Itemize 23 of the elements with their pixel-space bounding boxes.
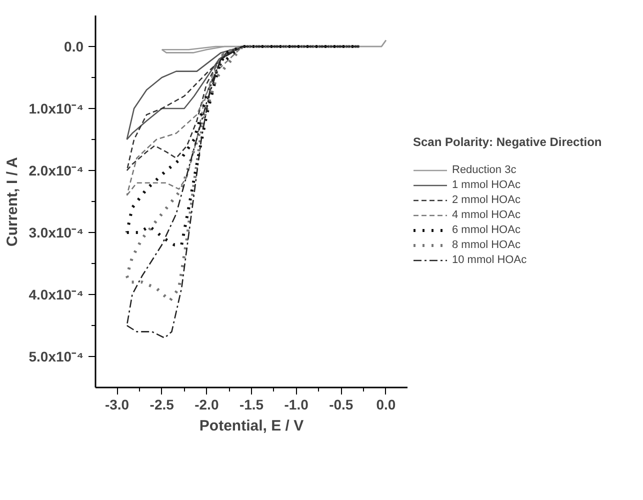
y-axis-title: Current, I / A <box>4 156 21 247</box>
legend-label: 8 mmol HOAc <box>452 238 520 252</box>
y-tick-label: 1.0x10⁻⁴ <box>28 100 84 116</box>
x-tick-label: -0.5 <box>329 396 354 412</box>
legend-label: 4 mmol HOAc <box>452 208 520 222</box>
y-tick-label: 2.0x10⁻⁴ <box>28 162 84 178</box>
legend-label: Reduction 3c <box>452 163 516 177</box>
legend-title: Scan Polarity: Negative Direction <box>413 135 602 149</box>
y-tick-label: 4.0x10⁻⁴ <box>28 286 84 302</box>
legend-label: 1 mmol HOAc <box>452 178 520 192</box>
x-tick-label: -3.0 <box>104 396 130 412</box>
x-tick-label: -1.0 <box>284 396 309 412</box>
x-tick-label: -1.5 <box>239 396 264 412</box>
y-tick-label: 3.0x10⁻⁴ <box>28 224 84 240</box>
x-tick-label: -2.5 <box>150 396 174 412</box>
x-axis-title: Potential, E / V <box>199 418 304 434</box>
y-tick-label: 0.0 <box>64 38 84 54</box>
x-tick-label: 0.0 <box>376 396 396 412</box>
legend-label: 2 mmol HOAc <box>452 193 520 207</box>
x-tick-label: -2.0 <box>194 396 219 412</box>
legend-label: 10 mmol HOAc <box>452 253 527 267</box>
y-tick-label: 5.0x10⁻⁴ <box>28 348 84 364</box>
legend-label: 6 mmol HOAc <box>452 223 520 237</box>
